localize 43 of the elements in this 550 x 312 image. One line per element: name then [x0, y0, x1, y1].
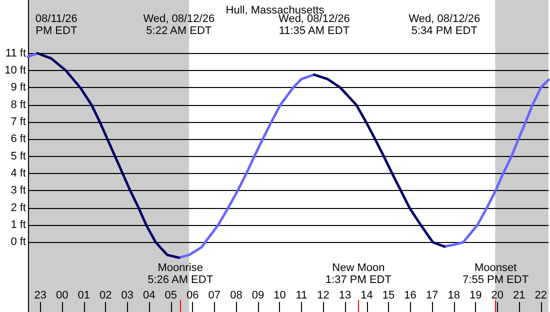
y-tick-label: 9 ft [10, 82, 26, 94]
ref-line-label: Moonrise 5:26 AM EDT [148, 262, 214, 286]
x-tick-label: 17 [426, 290, 438, 302]
x-tick-label: 04 [143, 290, 156, 302]
x-tick-label: 06 [186, 290, 199, 302]
y-tick-label: 2 ft [10, 202, 26, 214]
x-tick-label: 07 [208, 290, 221, 302]
annotation: Wed, 08/12/26 11:35 AM EDT [278, 13, 350, 37]
x-tick-label: 14 [360, 290, 373, 302]
y-tick-label: 7 ft [10, 116, 26, 128]
ref-line-label: Moonset 7:55 PM EDT [462, 262, 529, 286]
x-tick-label: 12 [317, 290, 330, 302]
x-tick-label: 00 [56, 290, 68, 302]
y-tick-label: 4 ft [10, 168, 26, 180]
x-tick-label: 05 [164, 290, 178, 302]
x-tick-label: 10 [274, 290, 286, 302]
x-tick-label: 21 [512, 290, 526, 302]
x-tick-label: 23 [34, 290, 46, 302]
annotation: 08/11/26 PM EDT [35, 13, 78, 37]
x-tick-label: 16 [404, 290, 416, 302]
y-tick-label: 1 ft [10, 219, 26, 232]
y-tick-label: 3 ft [10, 184, 26, 197]
x-tick-label: 01 [78, 290, 90, 302]
ref-line-label: New Moon 1:37 PM EDT [325, 262, 392, 286]
y-tick-label: 5 ft [10, 150, 26, 162]
x-tick-label: 03 [121, 290, 134, 302]
y-tick-label: 8 ft [10, 98, 26, 111]
x-tick-label: 11 [296, 290, 308, 302]
y-tick-label: 10 ft [4, 64, 26, 76]
x-tick-label: 22 [534, 290, 548, 302]
y-tick-label: 11 ft [5, 47, 26, 60]
x-tick-label: 18 [448, 290, 460, 302]
x-tick-label: 09 [252, 290, 264, 302]
y-tick-label: 6 ft [10, 133, 26, 146]
x-tick-label: 19 [469, 290, 482, 302]
x-tick-label: 20 [491, 290, 504, 302]
x-tick-label: 15 [382, 290, 395, 302]
x-tick-label: 13 [338, 290, 352, 302]
y-tick-label: 0 ft [10, 236, 26, 248]
x-tick-label: 08 [230, 290, 242, 302]
annotation: Wed, 08/12/26 5:34 PM EDT [408, 13, 480, 37]
annotation: Wed, 08/12/26 5:22 AM EDT [143, 13, 215, 37]
x-tick-label: 02 [99, 290, 112, 302]
